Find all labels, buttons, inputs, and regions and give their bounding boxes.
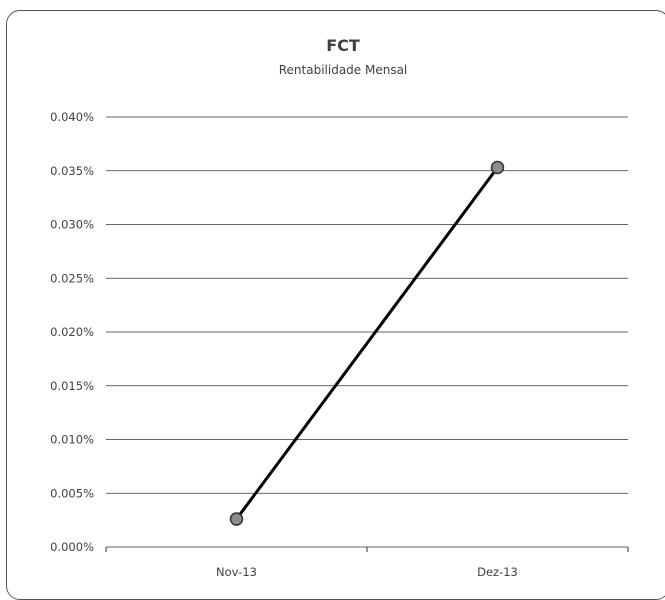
y-tick-label: 0.000% (50, 540, 94, 554)
y-axis-ticks: 0.000% 0.005% 0.010% 0.015% 0.020% 0.025% 0.03… (50, 110, 94, 554)
x-axis: Nov-13 Dez-13 (106, 547, 628, 579)
y-tick-label: 0.040% (50, 110, 94, 124)
data-point (492, 162, 504, 174)
y-tick-label: 0.015% (50, 379, 94, 393)
y-tick-label: 0.035% (50, 164, 94, 178)
y-tick-label: 0.020% (50, 325, 94, 339)
x-tick-label: Dez-13 (477, 565, 518, 579)
x-tick-label: Nov-13 (216, 565, 257, 579)
data-point (231, 513, 243, 525)
y-tick-label: 0.005% (50, 486, 94, 500)
chart-title: FCT (326, 36, 360, 55)
series-line-path (237, 168, 498, 520)
y-tick-label: 0.030% (50, 218, 94, 232)
y-tick-label: 0.025% (50, 271, 94, 285)
y-tick-label: 0.010% (50, 433, 94, 447)
gridlines (106, 117, 628, 547)
series-line (231, 162, 504, 526)
chart-subtitle: Rentabilidade Mensal (279, 63, 408, 77)
